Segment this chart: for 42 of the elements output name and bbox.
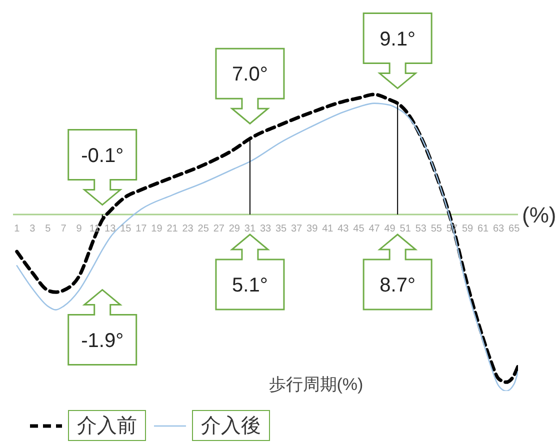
x-tick-label: 11: [89, 224, 100, 234]
x-tick-label: 41: [322, 224, 334, 234]
x-tick-label: 43: [338, 224, 350, 234]
x-tick-label: 27: [213, 224, 225, 234]
x-tick-label: 29: [228, 224, 240, 234]
x-tick-label: 19: [151, 224, 163, 234]
legend-label: 介入前: [68, 410, 146, 441]
x-axis-title: 歩行周期(%): [268, 375, 364, 394]
x-tick-label: 61: [477, 224, 490, 234]
text: (%): [522, 202, 556, 228]
x-tick-label: 49: [384, 224, 396, 234]
x-tick-label: 31: [244, 224, 256, 234]
x-tick-label: 15: [120, 224, 132, 234]
x-tick-label: 39: [306, 224, 318, 234]
x-tick-label: 5: [45, 224, 52, 234]
annotation: -1.9°: [81, 330, 124, 352]
x-tick-label: 3: [30, 224, 36, 234]
annotation: 9.1°: [380, 28, 416, 50]
x-tick-label: 45: [353, 224, 365, 234]
x-tick-label: 65: [508, 224, 520, 234]
x-tick-label: 23: [182, 224, 194, 234]
x-tick-label: 1: [14, 224, 20, 234]
annotation: 7.0°: [232, 64, 268, 86]
x-tick-label: 35: [275, 224, 288, 234]
legend-label: 介入後: [192, 410, 270, 441]
annotation: 5.1°: [232, 274, 268, 296]
x-tick-label: 59: [462, 224, 474, 234]
x-tick-label: 53: [415, 224, 427, 234]
x-tick-label: 37: [291, 224, 303, 234]
x-tick-label: 9: [76, 224, 82, 234]
x-tick-label: 47: [368, 224, 380, 234]
annotation: 8.7°: [380, 274, 416, 296]
x-tick-label: 25: [198, 224, 210, 234]
x-tick-label: 55: [430, 224, 442, 234]
x-tick-label: 63: [493, 224, 505, 234]
x-tick-label: 13: [104, 224, 116, 234]
x-tick-label: 51: [400, 224, 412, 234]
x-tick-label: 33: [260, 224, 272, 234]
annotation: -0.1°: [81, 144, 124, 167]
x-tick-label: 21: [166, 224, 178, 234]
x-tick-label: 7: [60, 224, 67, 234]
x-tick-label: 17: [136, 224, 148, 234]
